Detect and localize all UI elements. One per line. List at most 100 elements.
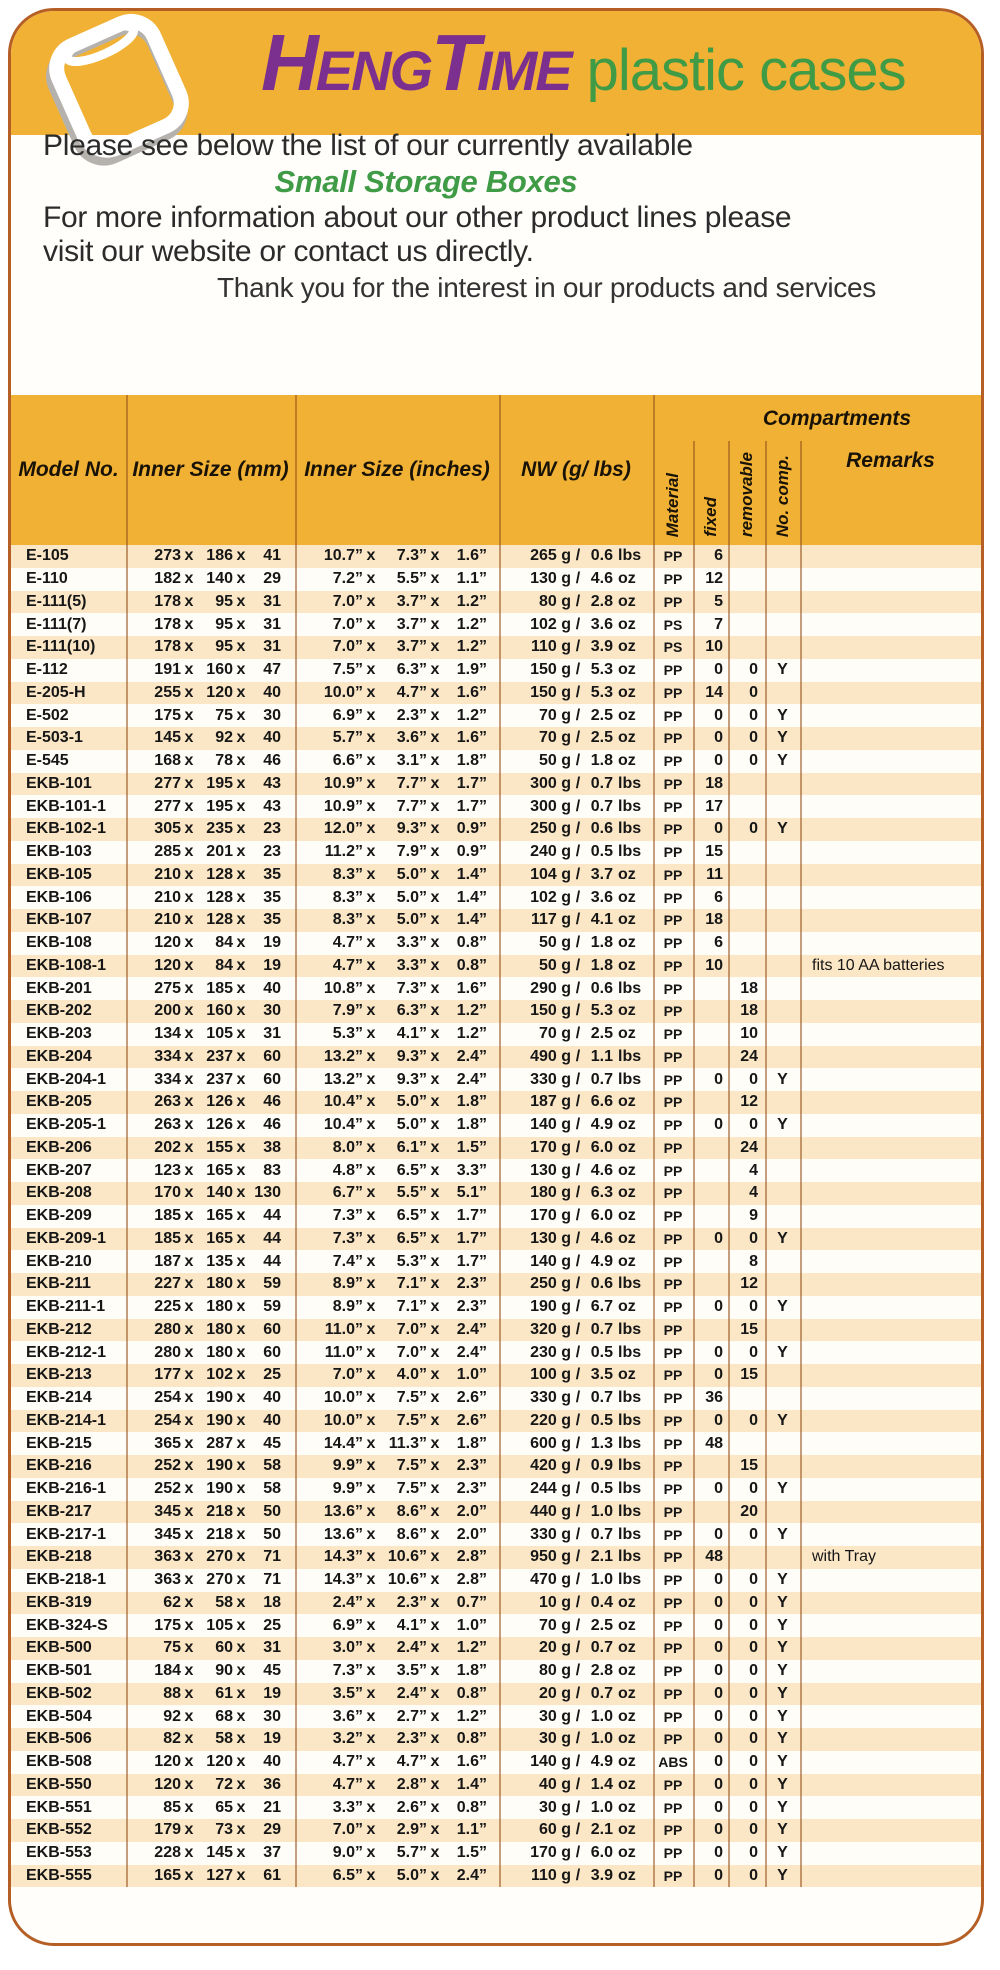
inner-size-mm-cell: 185 x 165 x 44 — [126, 1228, 295, 1251]
dimension-separator: x — [366, 1684, 376, 1702]
model-cell: EKB-101-1 — [11, 795, 126, 818]
mm-dimension: 228 — [154, 1844, 181, 1862]
dimension-separator: x — [366, 1093, 376, 1111]
weight-converted-value: 0.7 — [590, 1070, 613, 1088]
weight-separator: / — [575, 797, 581, 815]
mm-dimension: 35 — [263, 911, 281, 929]
fixed-compartments-cell: 0 — [693, 1410, 728, 1433]
inner-size-mm-cell: 165 x 127 x 61 — [126, 1865, 295, 1888]
inch-dimension: 10.9” — [323, 797, 363, 815]
inch-dimension: 3.0” — [332, 1639, 363, 1657]
mm-dimension: 135 — [206, 1252, 233, 1270]
no-comp-cell: Y — [765, 1683, 800, 1706]
table-row: EKB-508 120 x 120 x 40 4.7” x 4.7” x 1.6” 140 g/4.9… — [11, 1750, 981, 1774]
removable-compartments-cell: 0 — [728, 1660, 765, 1683]
net-weight-cell: 240 g/0.5 lbs — [499, 841, 653, 864]
model-cell: E-105 — [11, 545, 126, 568]
mm-dimension: 165 — [206, 1161, 233, 1179]
weight-converted-value: 0.9 — [590, 1457, 613, 1475]
weight-converted-value: 3.5 — [590, 1366, 613, 1384]
inner-size-mm-cell: 228 x 145 x 37 — [126, 1842, 295, 1865]
inch-dimension: 6.9” — [332, 706, 363, 724]
inch-dimension: 1.2” — [456, 1707, 487, 1725]
weight-grams: 130 g — [530, 1161, 571, 1179]
dimension-separator: x — [236, 774, 246, 792]
inch-dimension: 7.2” — [332, 570, 363, 588]
weight-grams: 110 g — [530, 638, 571, 656]
inner-size-mm-cell: 254 x 190 x 40 — [126, 1410, 295, 1433]
mm-dimension: 165 — [206, 1207, 233, 1225]
dimension-separator: x — [184, 1320, 194, 1338]
dimension-separator: x — [184, 1207, 194, 1225]
dimension-separator: x — [366, 1662, 376, 1680]
weight-grams: 30 g — [538, 1798, 571, 1816]
dimension-separator: x — [430, 752, 440, 770]
no-comp-cell — [765, 1091, 800, 1114]
inner-size-mm-cell: 92 x 68 x 30 — [126, 1705, 295, 1728]
weight-converted-unit: lbs — [618, 1389, 642, 1407]
no-comp-cell: Y — [765, 1592, 800, 1615]
dimension-separator: x — [366, 570, 376, 588]
fixed-value: 0 — [714, 661, 723, 679]
removable-value: 0 — [749, 1753, 758, 1771]
removable-compartments-cell: 0 — [728, 1296, 765, 1319]
inner-size-mm-cell: 179 x 73 x 29 — [126, 1819, 295, 1842]
remarks-cell — [800, 613, 981, 636]
remarks-cell — [800, 1592, 981, 1615]
mm-dimension: 19 — [263, 956, 281, 974]
weight-converted-unit: lbs — [618, 1320, 642, 1338]
weight-grams: 220 g — [530, 1411, 571, 1429]
inner-size-mm-cell: 365 x 287 x 45 — [126, 1432, 295, 1455]
col-header-remarks: Remarks — [846, 449, 935, 472]
inch-dimension: 3.3” — [332, 1798, 363, 1816]
inner-size-mm-cell: 263 x 126 x 46 — [126, 1114, 295, 1137]
dimension-separator: x — [184, 1480, 194, 1498]
mm-dimension: 179 — [154, 1821, 181, 1839]
dimension-separator: x — [366, 1047, 376, 1065]
inner-size-mm-cell: 82 x 58 x 19 — [126, 1728, 295, 1751]
dimension-separator: x — [430, 888, 440, 906]
material-value: PP — [663, 707, 683, 724]
dimension-separator: x — [236, 1798, 246, 1816]
dimension-separator: x — [366, 683, 376, 701]
inch-dimension: 2.6” — [396, 1798, 427, 1816]
mm-dimension: 128 — [206, 865, 233, 883]
dimension-separator: x — [366, 661, 376, 679]
removable-compartments-cell — [728, 636, 765, 659]
mm-dimension: 31 — [263, 615, 281, 633]
dimension-separator: x — [366, 547, 376, 565]
inch-dimension: 3.2” — [332, 1730, 363, 1748]
inch-dimension: 1.2” — [456, 615, 487, 633]
inch-dimension: 0.8” — [456, 956, 487, 974]
weight-converted-value: 0.6 — [590, 547, 613, 565]
weight-grams: 180 g — [530, 1184, 571, 1202]
material-value: PP — [663, 730, 683, 747]
inner-size-inches-cell: 10.4” x 5.0” x 1.8” — [295, 1114, 499, 1137]
mm-dimension: 120 — [154, 1775, 181, 1793]
weight-grams: 140 g — [530, 1252, 571, 1270]
dimension-separator: x — [184, 1366, 194, 1384]
mm-dimension: 58 — [263, 1480, 281, 1498]
dimension-separator: x — [430, 1207, 440, 1225]
dimension-separator: x — [184, 1116, 194, 1134]
inner-size-mm-cell: 252 x 190 x 58 — [126, 1455, 295, 1478]
dimension-separator: x — [366, 615, 376, 633]
dimension-separator: x — [184, 1411, 194, 1429]
net-weight-cell: 330 g/0.7 lbs — [499, 1068, 653, 1091]
mm-dimension: 31 — [263, 638, 281, 656]
dimension-separator: x — [236, 1275, 246, 1293]
dimension-separator: x — [184, 1730, 194, 1748]
mm-dimension: 263 — [154, 1093, 181, 1111]
dimension-separator: x — [184, 956, 194, 974]
inner-size-inches-cell: 7.5” x 6.3” x 1.9” — [295, 659, 499, 682]
dimension-separator: x — [430, 1161, 440, 1179]
weight-converted-value: 0.7 — [590, 1389, 613, 1407]
inch-dimension: 5.3” — [396, 1252, 427, 1270]
material-value: PP — [663, 1526, 683, 1543]
remarks-cell — [800, 704, 981, 727]
fixed-value: 0 — [714, 1411, 723, 1429]
weight-separator: / — [575, 979, 581, 997]
weight-converted-unit: oz — [618, 1798, 636, 1816]
inch-dimension: 8.9” — [332, 1298, 363, 1316]
